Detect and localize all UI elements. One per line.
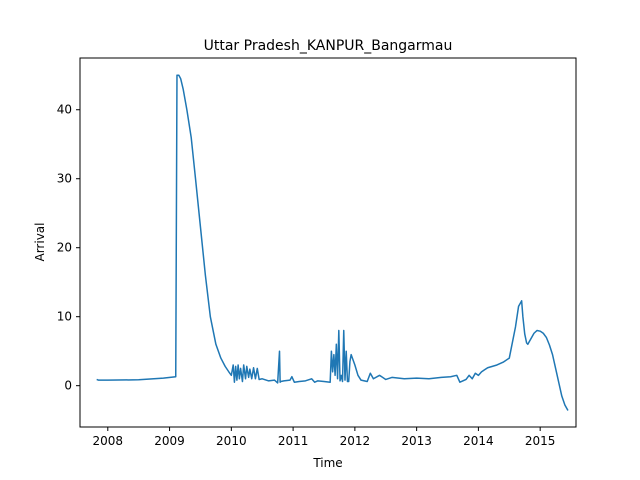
x-tick-label: 2008 [93, 434, 124, 448]
x-tick-label: 2009 [154, 434, 185, 448]
x-tick-label: 2014 [463, 434, 494, 448]
x-tick-label: 2012 [340, 434, 371, 448]
y-tick-label: 30 [57, 172, 72, 186]
x-tick-label: 2011 [278, 434, 309, 448]
y-axis-ticks: 0 10 20 30 40 [57, 103, 80, 393]
y-tick-label: 40 [57, 103, 72, 117]
plot-frame [79, 57, 577, 428]
x-axis-label: Time [312, 456, 342, 470]
y-tick-label: 0 [64, 379, 72, 393]
y-axis-label: Arrival [33, 223, 47, 262]
y-tick-label: 10 [57, 310, 72, 324]
chart-title: Uttar Pradesh_KANPUR_Bangarmau [204, 38, 453, 54]
x-axis-ticks: 2008 2009 2010 2011 2012 2013 2014 2015 [93, 427, 556, 448]
x-tick-label: 2015 [525, 434, 556, 448]
x-tick-label: 2010 [216, 434, 247, 448]
series-layer [96, 74, 569, 411]
x-tick-label: 2013 [401, 434, 432, 448]
series-line-0 [96, 74, 569, 411]
y-tick-label: 20 [57, 241, 72, 255]
